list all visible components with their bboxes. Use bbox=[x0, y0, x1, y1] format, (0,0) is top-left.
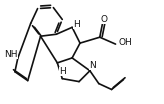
Text: H: H bbox=[73, 20, 79, 29]
Text: NH: NH bbox=[4, 50, 18, 59]
Text: O: O bbox=[100, 15, 107, 24]
Text: H: H bbox=[59, 67, 66, 76]
Text: OH: OH bbox=[119, 38, 132, 47]
Text: N: N bbox=[90, 61, 96, 70]
